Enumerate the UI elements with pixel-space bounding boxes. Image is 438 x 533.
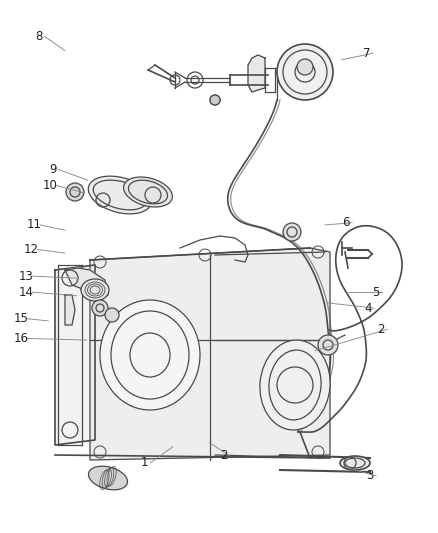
Circle shape <box>318 335 338 355</box>
Ellipse shape <box>340 456 370 470</box>
Text: 5: 5 <box>372 286 379 298</box>
Polygon shape <box>65 268 108 300</box>
Ellipse shape <box>81 279 109 301</box>
Ellipse shape <box>88 466 127 490</box>
Polygon shape <box>90 248 330 460</box>
Text: 3: 3 <box>367 470 374 482</box>
Circle shape <box>92 300 108 316</box>
Ellipse shape <box>88 176 152 214</box>
Text: 2: 2 <box>377 323 385 336</box>
Polygon shape <box>248 55 265 92</box>
Text: 9: 9 <box>49 163 57 176</box>
Ellipse shape <box>260 340 330 430</box>
Circle shape <box>283 223 301 241</box>
Text: 11: 11 <box>27 219 42 231</box>
Ellipse shape <box>100 300 200 410</box>
Text: 7: 7 <box>363 47 371 60</box>
Circle shape <box>105 308 119 322</box>
Text: 6: 6 <box>342 216 350 229</box>
Text: 15: 15 <box>14 312 28 325</box>
Polygon shape <box>65 295 75 325</box>
Circle shape <box>210 95 220 105</box>
Text: 1: 1 <box>141 456 148 469</box>
Text: 13: 13 <box>19 270 34 282</box>
Text: 8: 8 <box>35 30 42 43</box>
Text: 12: 12 <box>24 243 39 256</box>
Text: 2: 2 <box>219 449 227 462</box>
Ellipse shape <box>124 177 173 207</box>
Text: 16: 16 <box>14 332 28 345</box>
Circle shape <box>66 183 84 201</box>
Polygon shape <box>55 265 95 445</box>
Text: 4: 4 <box>364 302 372 314</box>
Text: 14: 14 <box>19 286 34 298</box>
Text: 10: 10 <box>43 179 58 192</box>
Circle shape <box>210 95 220 105</box>
Circle shape <box>277 44 333 100</box>
Circle shape <box>297 59 313 75</box>
